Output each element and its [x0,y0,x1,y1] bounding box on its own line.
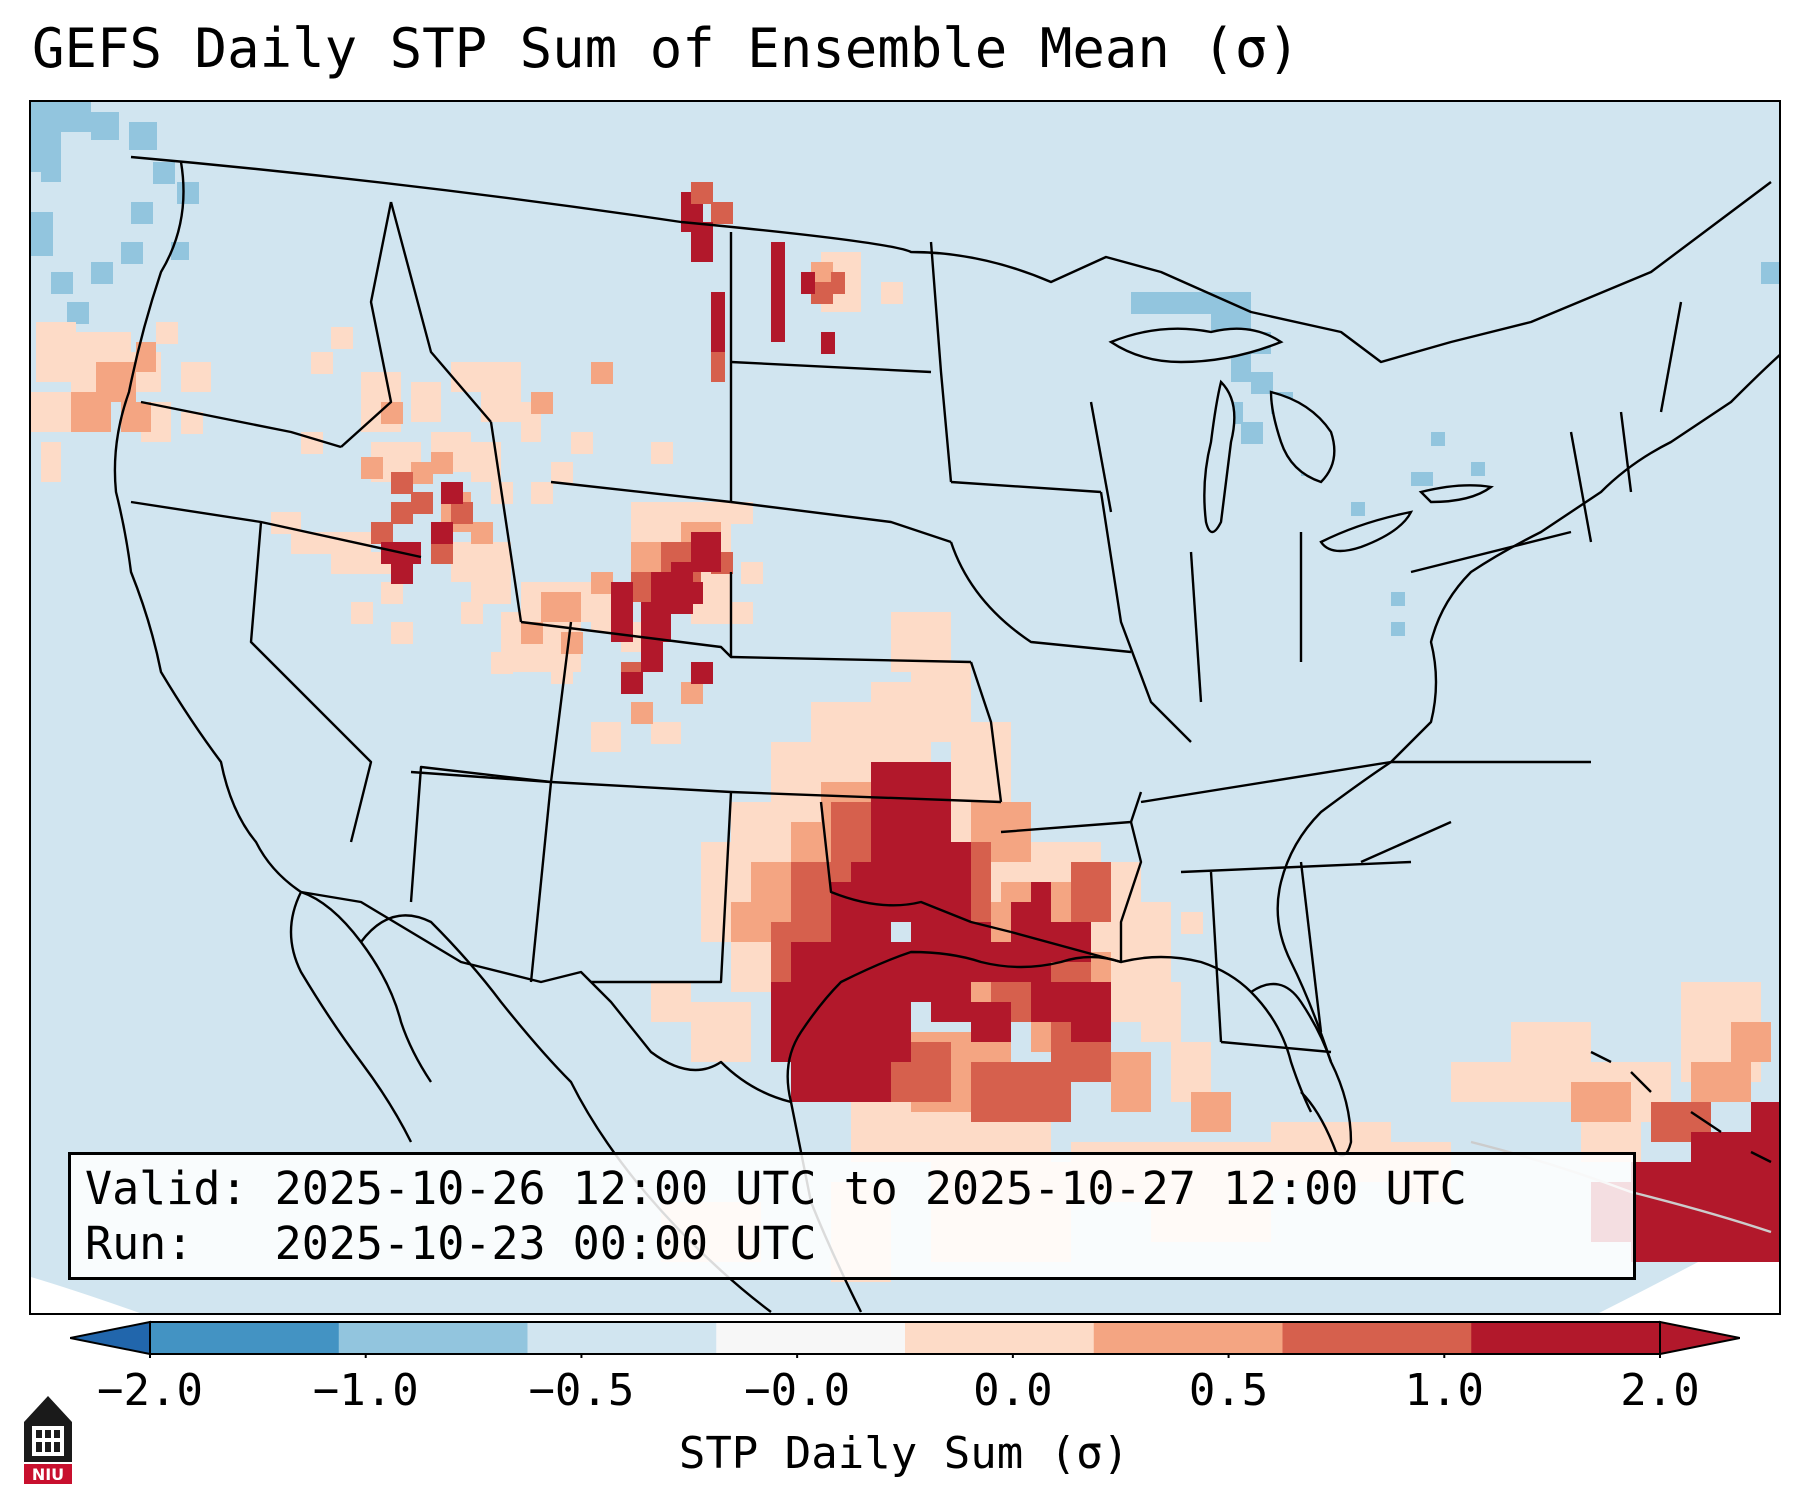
florida-coastline [1250,982,1353,1157]
state-line-ut-az [410,770,552,784]
colorbar-segment [1471,1322,1661,1354]
us-canada-border [130,155,1772,364]
state-line-ne-ks [730,655,972,664]
baja-coastline [289,891,413,1143]
state-line-me [1659,301,1683,413]
lake-michigan [1203,379,1236,534]
lake-huron [1269,390,1336,484]
state-line-wi-mi [1089,401,1113,513]
colorbar-segment [905,1322,1095,1354]
state-line-nm-tx [591,791,733,984]
state-line-vt-nh [1619,411,1633,493]
atlantic-coastline [1276,354,1779,1063]
colorbar-segments [70,1320,1740,1358]
colorbar-border [149,1321,1661,1355]
positive-anomaly-oregon-coast-core [71,342,156,432]
lake-superior [1108,327,1284,364]
state-line-id-mt [389,201,492,423]
state-line-ga-fl [1220,1040,1332,1054]
colorbar-segment [527,1322,717,1354]
logo-text: NIU [32,1465,64,1484]
valid-time-range: 2025-10-26 12:00 UTC to 2025-10-27 12:00… [274,1162,1467,1215]
colorbar-tick-label: 1.0 [1404,1365,1485,1416]
colorbar-tick-label: 2.0 [1620,1365,1700,1416]
great-lakes [1108,327,1494,553]
colorbar-extend-under [70,1320,151,1356]
colorbar-tick-label: −0.0 [744,1365,851,1416]
colorbar-segment [716,1322,906,1354]
colorbar-segment [150,1322,340,1354]
state-line-tn-al-ga [1180,860,1412,874]
state-line-mn-ia [950,480,1102,494]
run-label: Run: [85,1217,194,1270]
colorbar-extend-over [1659,1320,1740,1356]
colorbar-tick-label: −1.0 [312,1365,419,1416]
state-line-ks-mo [969,661,1003,803]
colorbar [70,1320,1740,1358]
colorbar-tick-label: −0.5 [528,1365,635,1416]
state-line-wy-co-ne [520,572,733,659]
state-line-ms-al [1209,871,1223,1043]
us-mexico-border [300,890,792,1104]
valid-label: Valid: [85,1162,248,1215]
colorbar-tick-label: −2.0 [97,1365,203,1416]
state-line-il [1099,491,1192,743]
state-line-nd-sd [730,360,932,374]
state-line-ut-co [409,621,573,903]
valid-run-info-box: Valid: 2025-10-26 12:00 UTC to 2025-10-2… [68,1152,1636,1280]
positive-anomaly-colorado-core [611,532,721,694]
state-line-nd-mn [929,241,953,483]
state-line-nc-sc [1360,820,1452,864]
colorbar-tick-label: 0.0 [973,1365,1053,1416]
chart-title: GEFS Daily STP Sum of Ensemble Mean (σ) [32,17,1300,80]
bahamas [1590,1050,1772,1164]
map-svg [31,102,1779,1313]
negative-anomaly-pacific-nw [31,102,199,324]
state-line-or-id [340,201,393,448]
state-line-ky-tn [1140,760,1392,804]
state-line-id-wy [489,421,523,623]
state-line-wa-or [140,400,342,449]
state-line-mt-wy [550,480,732,504]
lake-erie [1319,510,1414,553]
state-line-co-nm [550,780,732,794]
colorbar-segment [1282,1322,1472,1354]
state-line-ca-nv [249,521,373,843]
state-line-pa-ny [1410,530,1572,574]
lake-ontario [1418,484,1494,504]
colorbar-label: STP Daily Sum (σ) [678,1428,1130,1479]
state-line-ks-ok [730,790,1002,804]
state-line-ok-tx [819,801,1012,934]
colorbar-segment [1093,1322,1283,1354]
run-time: 2025-10-23 00:00 UTC [274,1217,817,1270]
state-line-ar-la [1010,821,1143,964]
positive-anomaly-intermountain-high [371,472,473,564]
colorbar-tick-label: 0.5 [1188,1365,1269,1416]
state-line-sd-ne [730,500,952,544]
map-panel[interactable] [29,100,1781,1315]
gulf-coastline [786,950,1313,1113]
state-line-ia-mo [949,541,1132,654]
state-line-al-ga [1299,861,1323,1033]
niu-logo-icon: NIU [24,1396,72,1484]
colorbar-segment [338,1322,528,1354]
state-line-in-oh [1189,551,1203,703]
pacific-coastline [113,161,432,1083]
state-line-ny-ne [1569,431,1593,543]
positive-anomaly-north-dakota-edge [691,182,845,382]
state-line-az-nm [529,781,553,983]
